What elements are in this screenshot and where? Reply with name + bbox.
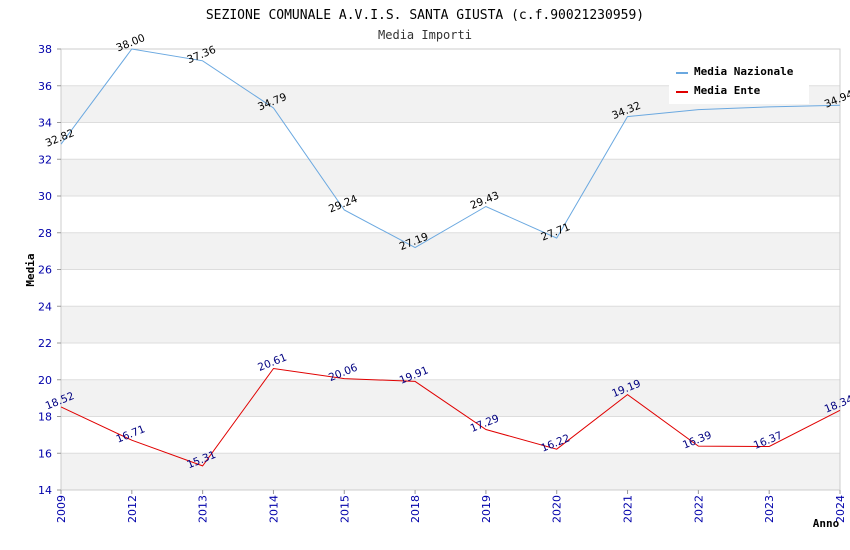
chart-subtitle: Media Importi [378,28,472,42]
plot-band [61,159,840,196]
y-tick-label: 36 [38,80,52,93]
y-tick-label: 38 [38,43,52,56]
plot-band [61,379,840,417]
series-line-media-nazionale [60,48,841,249]
x-axis-label: Anno [813,517,840,530]
x-tick-label: 2020 [551,495,564,523]
y-tick-label: 22 [38,337,52,350]
plot-band [61,269,840,307]
plot-band [61,343,840,380]
x-tick-label: 2012 [126,495,139,523]
y-tick-label: 18 [38,411,52,424]
plot-band [61,416,840,454]
legend-box [669,60,809,104]
y-tick-label: 34 [38,117,52,130]
x-tick-label: 2013 [197,495,210,523]
y-tick-label: 16 [38,447,52,460]
y-tick-label: 14 [38,484,52,497]
x-tick-label: 2019 [480,495,493,523]
x-tick-label: 2018 [409,495,422,523]
legend-label-media-nazionale: Media Nazionale [694,65,794,78]
y-tick-label: 20 [38,374,52,387]
x-tick-label: 2015 [338,495,351,523]
plot-band [61,306,840,343]
chart-title: SEZIONE COMUNALE A.V.I.S. SANTA GIUSTA (… [206,8,644,23]
legend: Media Nazionale Media Ente [669,60,809,104]
x-tick-label: 2023 [763,495,776,523]
y-tick-label: 26 [38,264,52,277]
x-tick-label: 2024 [834,495,847,523]
x-tick-label: 2014 [267,495,280,523]
plot-band [61,122,840,160]
y-axis-label: Media [24,253,37,286]
y-tick-label: 32 [38,153,52,166]
x-tick-label: 2022 [692,495,705,523]
y-tick-label: 24 [38,300,52,313]
y-tick-label: 30 [38,190,52,203]
y-tick-label: 28 [38,227,52,240]
legend-label-media-ente: Media Ente [694,84,761,97]
x-tick-label: 2009 [55,495,68,523]
x-tick-label: 2021 [622,495,635,523]
plot-band [61,453,840,490]
plot-band [61,232,840,270]
series-lines [60,48,841,467]
series-line-media-ente [60,367,841,467]
x-axis-ticks: 2009 2012 2013 2014 2015 2018 2019 2020 2021 2022… [55,490,847,523]
y-axis-ticks: 14 16 18 20 22 24 26 28 30 32 34 36 38 [38,43,61,497]
